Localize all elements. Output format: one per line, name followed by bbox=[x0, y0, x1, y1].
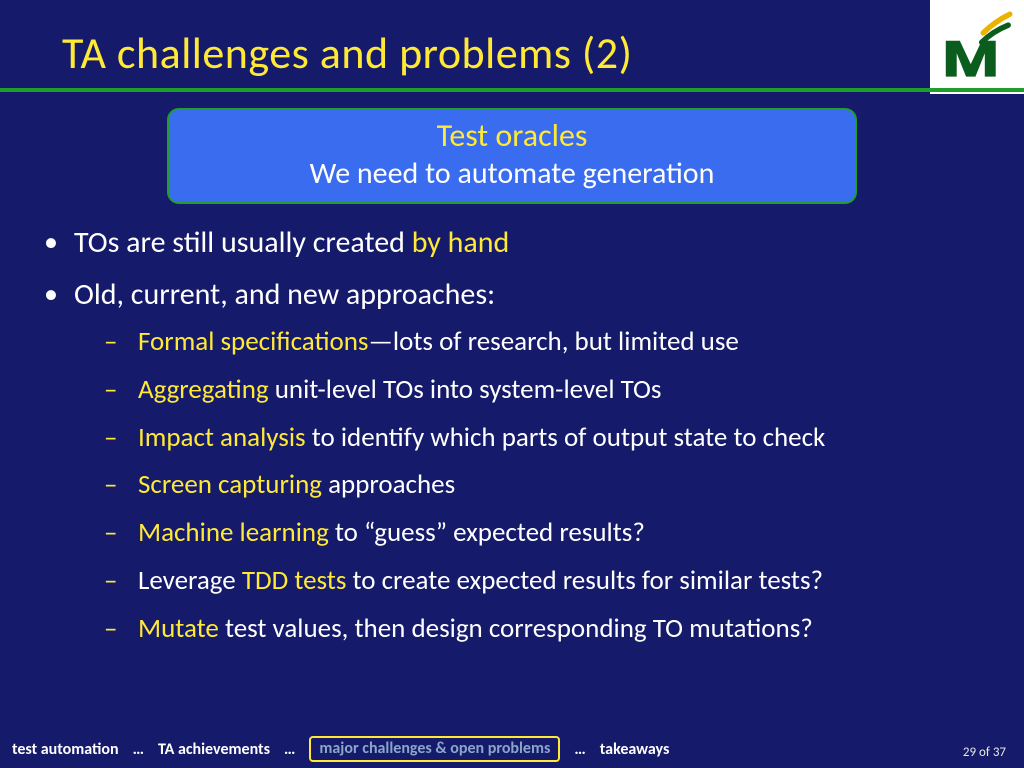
footer-separator: … bbox=[133, 740, 144, 759]
body-text: unit-level TOs into system-level TOs bbox=[269, 373, 662, 406]
slide-title: TA challenges and problems (2) bbox=[0, 26, 1024, 80]
bullet-item: TOs are still usually created by hand bbox=[40, 224, 984, 262]
highlight-text: Mutate bbox=[138, 612, 219, 645]
title-underline bbox=[0, 88, 1024, 92]
body-text: Leverage bbox=[138, 564, 242, 597]
highlight-text: Impact analysis bbox=[138, 421, 306, 454]
page-of: of bbox=[979, 745, 990, 760]
sub-bullet-item: Machine learning to “guess” expected res… bbox=[74, 516, 984, 550]
body-text: —lots of research, but limited use bbox=[368, 325, 738, 358]
callout-box: Test oracles We need to automate generat… bbox=[167, 108, 857, 204]
body-text: to “guess” expected results? bbox=[329, 516, 645, 549]
body-text: to identify which parts of output state … bbox=[306, 421, 826, 454]
bullet-item: Old, current, and new approaches: Formal … bbox=[40, 276, 984, 646]
sub-bullet-item: Screen capturing approaches bbox=[74, 468, 984, 502]
body-text: test values, then design corresponding T… bbox=[219, 612, 813, 645]
callout-title: Test oracles bbox=[179, 116, 845, 155]
slide-body: TOs are still usually created by hand Old… bbox=[40, 224, 984, 659]
sub-bullet-item: Mutate test values, then design correspo… bbox=[74, 612, 984, 646]
sub-bullet-item: Impact analysis to identify which parts … bbox=[74, 421, 984, 455]
highlight-text: Machine learning bbox=[138, 516, 329, 549]
callout-subtitle: We need to automate generation bbox=[179, 155, 845, 192]
page-current: 29 bbox=[963, 745, 976, 760]
highlight-text: by hand bbox=[412, 224, 510, 261]
footer-item[interactable]: TA achievements bbox=[158, 740, 270, 759]
body-text: Old, current, and new approaches: bbox=[74, 276, 495, 313]
footer-separator: … bbox=[284, 740, 295, 759]
footer-item[interactable]: test automation bbox=[12, 740, 119, 759]
footer-item[interactable]: takeaways bbox=[600, 740, 670, 759]
sub-bullet-item: Leverage TDD tests to create expected re… bbox=[74, 564, 984, 598]
body-text: approaches bbox=[322, 468, 455, 501]
footer-nav: test automation … TA achievements … major ch… bbox=[0, 736, 1024, 762]
sub-bullet-item: Formal specifications—lots of research, … bbox=[74, 325, 984, 359]
sub-bullet-item: Aggregating unit-level TOs into system-l… bbox=[74, 373, 984, 407]
highlight-text: TDD tests bbox=[242, 564, 347, 597]
highlight-text: Formal specifications bbox=[138, 325, 368, 358]
body-text: TOs are still usually created bbox=[74, 224, 412, 261]
highlight-text: Aggregating bbox=[138, 373, 269, 406]
page-counter: 29 of 37 bbox=[963, 745, 1006, 760]
body-text: to create expected results for similar t… bbox=[346, 564, 823, 597]
page-total: 37 bbox=[993, 745, 1006, 760]
highlight-text: Screen capturing bbox=[138, 468, 322, 501]
footer-separator: … bbox=[574, 740, 585, 759]
footer-item-active[interactable]: major challenges & open problems bbox=[309, 736, 560, 762]
